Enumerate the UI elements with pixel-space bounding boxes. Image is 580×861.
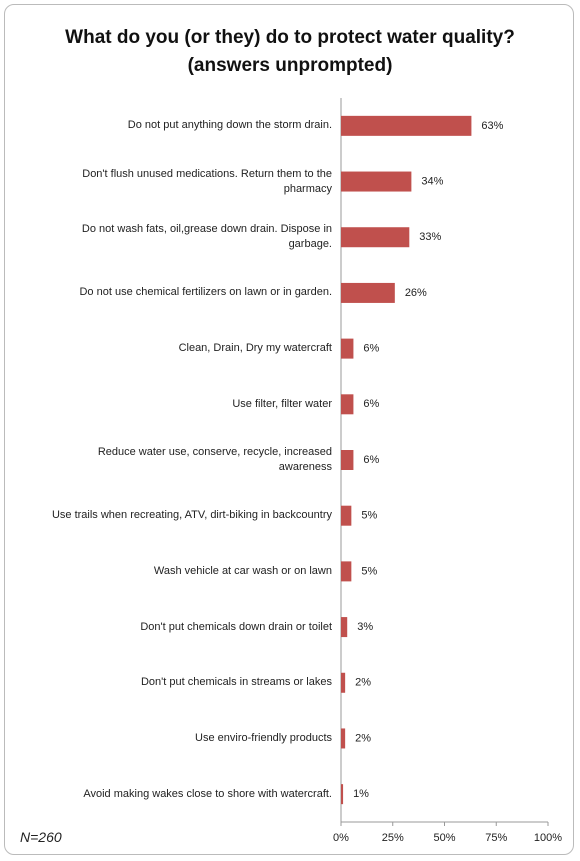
x-tick-label: 100% (534, 832, 562, 844)
category-label: Do not wash fats, oil,grease down drain.… (81, 223, 332, 251)
category-label: Do not put anything down the storm drain… (127, 119, 332, 132)
chart-frame (4, 4, 574, 855)
sample-note: N=260 (20, 829, 62, 845)
category-label: Reduce water use, conserve, recycle, inc… (97, 446, 332, 473)
value-label: 5% (361, 565, 377, 577)
value-label: 5% (361, 510, 377, 522)
bar (341, 617, 348, 638)
x-tick-label: 75% (485, 832, 507, 844)
bar (341, 394, 354, 415)
category-label: Use trails when recreating, ATV, dirt-bi… (51, 509, 332, 522)
value-label: 26% (405, 287, 427, 299)
bar (341, 784, 344, 805)
chart-title: What do you (or they) do to protect wate… (65, 27, 515, 76)
x-tick-label: 0% (333, 832, 349, 844)
value-label: 63% (481, 120, 503, 132)
bar (341, 728, 346, 749)
bar (341, 672, 346, 693)
category-label: Don't flush unused medications. Return t… (82, 167, 332, 195)
category-label: Use enviro-friendly products (195, 731, 332, 744)
bar (341, 282, 395, 303)
value-label: 33% (419, 231, 441, 243)
bar (341, 450, 354, 470)
value-label: 1% (353, 788, 369, 800)
bar (341, 227, 410, 248)
value-label: 6% (363, 454, 379, 466)
bar (341, 561, 352, 582)
bar (341, 115, 472, 136)
value-label: 2% (355, 677, 371, 689)
value-label: 2% (355, 732, 371, 744)
value-label: 6% (363, 343, 379, 355)
bar (341, 338, 354, 359)
value-label: 34% (421, 175, 443, 187)
category-label: Don't put chemicals in streams or lakes (140, 676, 332, 689)
category-label: Wash vehicle at car wash or on lawn (153, 564, 332, 577)
category-label: Clean, Drain, Dry my watercraft (178, 342, 332, 355)
value-label: 3% (357, 621, 373, 633)
bar (341, 505, 352, 526)
x-tick-label: 25% (382, 832, 404, 844)
value-label: 6% (363, 398, 379, 410)
bar (341, 171, 412, 192)
category-label: Use filter, filter water (232, 397, 332, 410)
x-tick-label: 50% (433, 832, 455, 844)
category-label: Do not use chemical fertilizers on lawn … (79, 286, 332, 299)
category-label: Avoid making wakes close to shore with w… (83, 787, 332, 800)
category-label: Don't put chemicals down drain or toilet (140, 620, 332, 633)
